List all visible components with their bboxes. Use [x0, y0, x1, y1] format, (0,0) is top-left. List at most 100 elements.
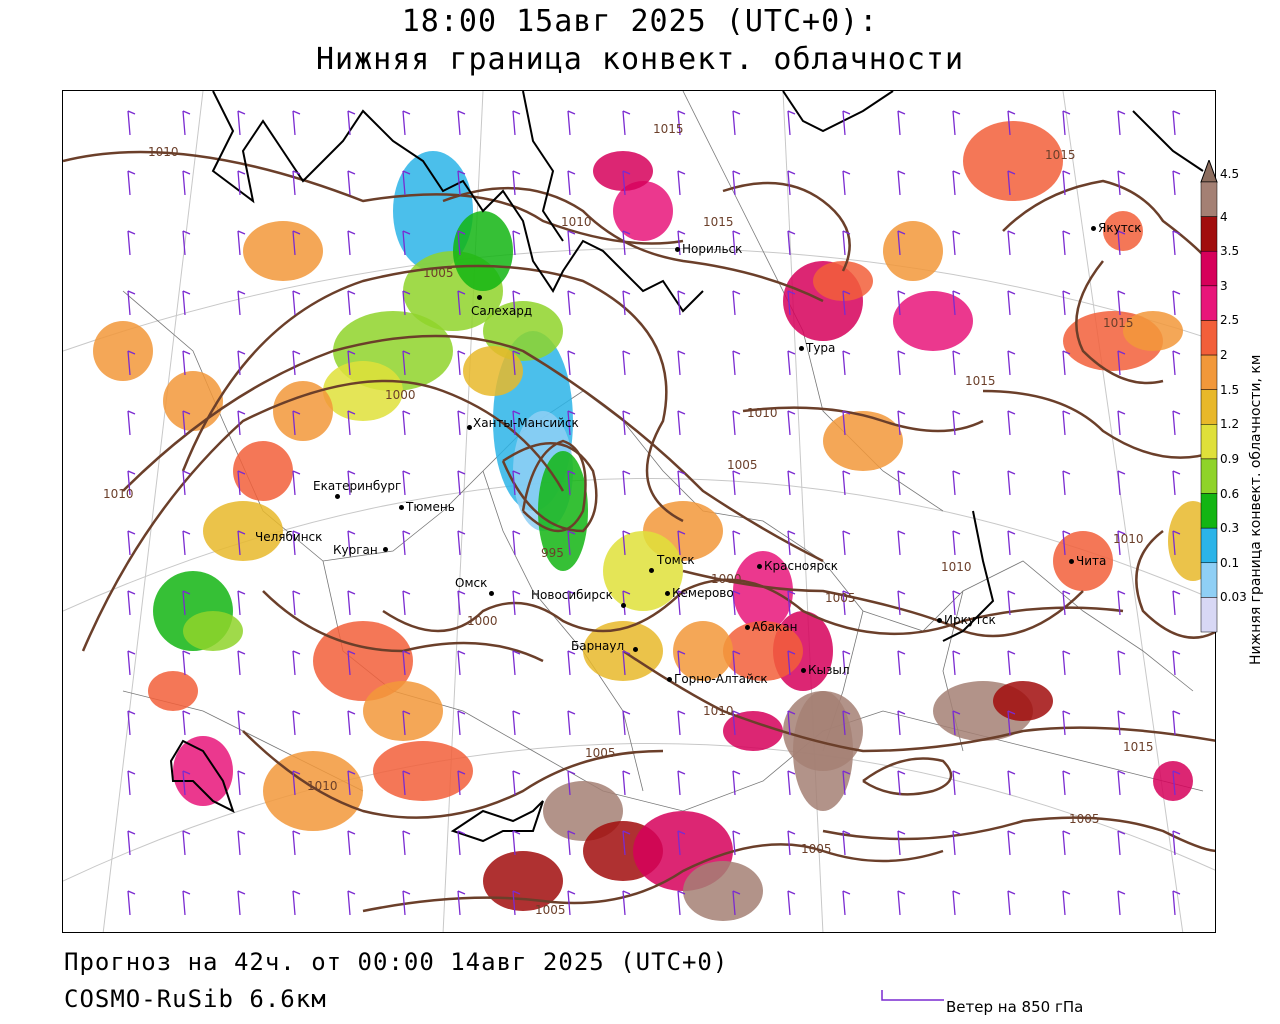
wind-barb — [897, 230, 906, 256]
wind-barb — [567, 350, 576, 376]
wind-barb — [622, 830, 631, 856]
city-omsk: Омск — [455, 576, 488, 590]
cloud-patch — [993, 681, 1053, 721]
wind-barb — [1007, 830, 1016, 856]
wind-barb — [1172, 110, 1181, 136]
cloud-patch — [148, 671, 198, 711]
cloud-patch — [483, 301, 563, 361]
city-gorno-altaysk: Горно-Алтайск — [667, 673, 768, 685]
isobar-label: 1000 — [711, 572, 742, 586]
colorbar-segment — [1200, 216, 1218, 252]
wind-barb — [127, 890, 136, 916]
wind-barb — [842, 410, 851, 436]
wind-barb — [677, 230, 686, 256]
wind-barb — [842, 170, 851, 196]
wind-barb — [952, 650, 961, 676]
wind-barb — [787, 530, 796, 556]
city-krasnoyarsk: Красноярск — [757, 560, 838, 572]
wind-barb — [622, 110, 631, 136]
cloud-patch — [453, 211, 513, 291]
wind-barb — [1007, 530, 1016, 556]
wind-barb — [292, 110, 301, 136]
wind-barb — [787, 170, 796, 196]
isobar-label: 1010 — [307, 779, 338, 793]
wind-barb — [347, 110, 356, 136]
wind-barb — [842, 650, 851, 676]
wind-barb — [457, 470, 466, 496]
wind-barb — [457, 530, 466, 556]
city-ekaterinburg-dot — [335, 490, 342, 502]
wind-barb — [237, 830, 246, 856]
wind-barb — [457, 290, 466, 316]
wind-barb — [622, 290, 631, 316]
isobar-label: 1010 — [561, 215, 592, 229]
wind-barb — [622, 410, 631, 436]
wind-barb — [182, 830, 191, 856]
colorbar-segment — [1200, 562, 1218, 598]
isobar-label: 1015 — [965, 374, 996, 388]
colorbar-tick-label: 0.3 — [1220, 521, 1240, 536]
colorbar-tick-label: 4 — [1220, 209, 1228, 224]
wind-barb — [512, 230, 521, 256]
isobar-label: 1005 — [727, 458, 758, 472]
wind-barb — [237, 170, 246, 196]
wind-barb — [512, 110, 521, 136]
wind-barb — [127, 230, 136, 256]
wind-barb — [512, 710, 521, 736]
wind-barb — [347, 470, 356, 496]
wind-barb — [952, 110, 961, 136]
cloud-base-field — [93, 121, 1215, 921]
colorbar-segment — [1200, 493, 1218, 529]
wind-barb — [732, 530, 741, 556]
wind-barb — [1007, 470, 1016, 496]
wind-barb — [182, 530, 191, 556]
wind-barb — [732, 170, 741, 196]
wind-barb — [292, 230, 301, 256]
wind-barb — [897, 890, 906, 916]
wind-barb — [787, 590, 796, 616]
colorbar-tick-label: 2 — [1220, 348, 1228, 363]
wind-barb — [512, 290, 521, 316]
wind-barb — [237, 650, 246, 676]
wind-barb — [567, 410, 576, 436]
wind-barb — [127, 410, 136, 436]
wind-barb — [237, 350, 246, 376]
wind-barb — [1117, 410, 1126, 436]
wind-barb — [127, 770, 136, 796]
city-salekhard-label: Салехард — [471, 304, 533, 318]
wind-barb — [677, 830, 686, 856]
wind-barb — [292, 170, 301, 196]
wind-barb — [402, 350, 411, 376]
wind-barb — [127, 530, 136, 556]
wind-barb — [1117, 110, 1126, 136]
colorbar-segment — [1200, 181, 1218, 217]
wind-barb — [952, 290, 961, 316]
cloud-patch — [1153, 761, 1193, 801]
city-ekaterinburg: Екатеринбург — [313, 479, 402, 493]
wind-barb — [127, 290, 136, 316]
cloud-patch — [613, 181, 673, 241]
cloud-patch — [163, 371, 223, 431]
wind-barb — [182, 230, 191, 256]
colorbar-tick-label: 4.5 — [1220, 167, 1240, 181]
wind-barb — [1172, 410, 1181, 436]
wind-barb — [897, 350, 906, 376]
wind-barb — [402, 530, 411, 556]
wind-barb — [787, 410, 796, 436]
wind-barb — [512, 890, 521, 916]
city-novosibirsk-dot — [621, 599, 628, 611]
colorbar-segment — [1200, 458, 1218, 494]
map-canvas — [63, 91, 1215, 932]
wind-barb — [897, 530, 906, 556]
wind-barb — [787, 110, 796, 136]
wind-barb — [237, 530, 246, 556]
wind-barb — [1172, 530, 1181, 556]
wind-barb — [127, 830, 136, 856]
cloud-patch — [823, 411, 903, 471]
isobar-label: 1010 — [747, 406, 778, 420]
wind-barb — [292, 590, 301, 616]
isobar-label: 1005 — [535, 903, 566, 917]
wind-barb — [567, 530, 576, 556]
wind-barb — [347, 830, 356, 856]
wind-barb — [897, 650, 906, 676]
